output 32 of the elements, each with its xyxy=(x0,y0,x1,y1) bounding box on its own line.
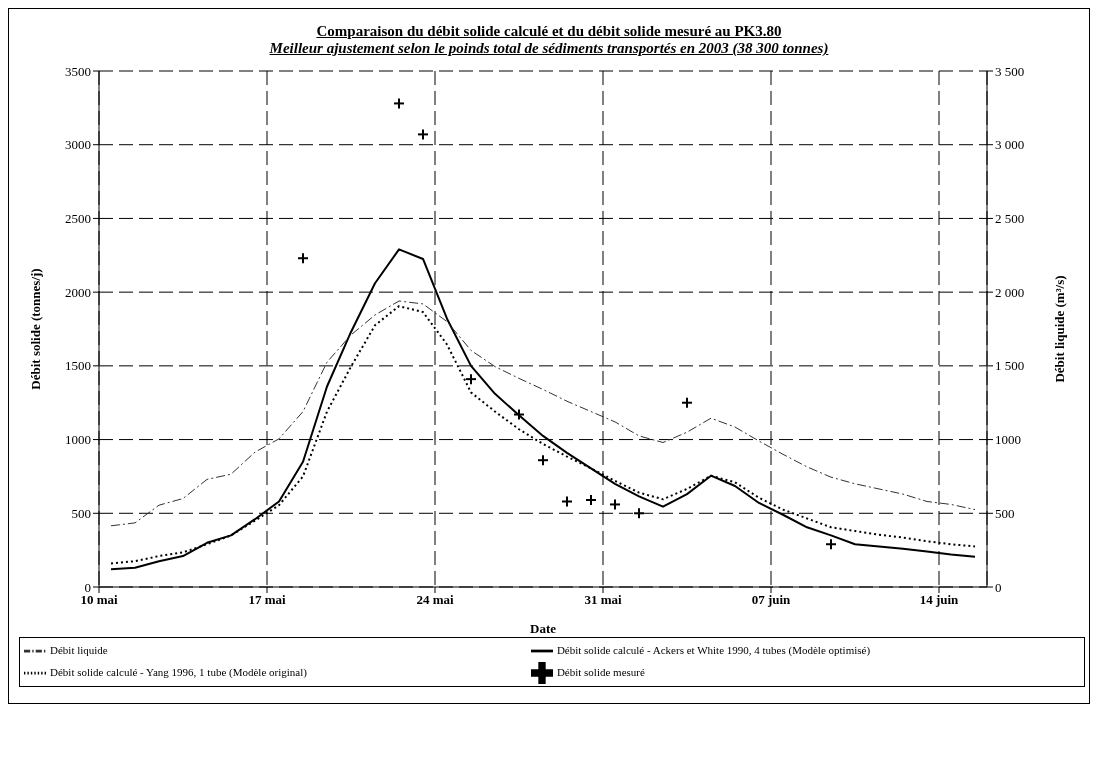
x-tick-label: 31 mai xyxy=(584,592,622,608)
y2-tick-label: 500 xyxy=(995,505,1015,521)
y2-tick-label: 2 500 xyxy=(995,211,1025,227)
x-tick-label: 24 mai xyxy=(416,592,454,608)
legend-label: Débit solide mesuré xyxy=(556,665,645,678)
y2-tick-label: 1 500 xyxy=(995,358,1025,374)
y2-tick-label: 3 000 xyxy=(995,137,1025,153)
y2-tick-label: 1000 xyxy=(995,432,1021,448)
y-tick-label: 0 xyxy=(84,579,91,595)
y-tick-label: 3500 xyxy=(65,63,91,79)
y-axis-title: Débit solide (tonnes/j) xyxy=(27,268,43,390)
y-tick-label: 3000 xyxy=(65,137,91,153)
x-tick-label: 07 juin xyxy=(751,592,792,608)
y-tick-label: 1000 xyxy=(65,432,91,448)
y2-axis-title: Débit liquide (m³/s) xyxy=(1051,275,1067,383)
legend-label: Débit solide calculé - Yang 1996, 1 tube (Modèle original) xyxy=(50,665,307,678)
line-series xyxy=(110,300,976,527)
x-tick-label: 10 mai xyxy=(80,592,118,608)
y-tick-label: 1500 xyxy=(65,358,91,374)
y-tick-label: 2000 xyxy=(65,284,91,300)
y2-tick-label: 3 500 xyxy=(995,63,1025,79)
y2-tick-label: 2 000 xyxy=(995,284,1025,300)
chart-title: Comparaison du débit solide calculé et du débit solide mesuré au PK3.80 xyxy=(315,23,783,40)
x-tick-label: 14 juin xyxy=(919,592,960,608)
x-axis-title: Date xyxy=(530,621,557,636)
legend-label: Débit liquide xyxy=(50,643,108,656)
legend-label: Débit solide calculé - Ackers et White 1990, 4 tubes (Modèle optimisé) xyxy=(556,643,871,656)
chart-subtitle: Meilleur ajustement selon le poinds total de sédiments transportés en 2003 (38 300 tonnes) xyxy=(268,40,830,57)
y-tick-label: 500 xyxy=(71,505,91,521)
x-tick-label: 17 mai xyxy=(248,592,286,608)
y2-tick-label: 0 xyxy=(995,579,1002,595)
y-tick-label: 2500 xyxy=(65,211,91,227)
